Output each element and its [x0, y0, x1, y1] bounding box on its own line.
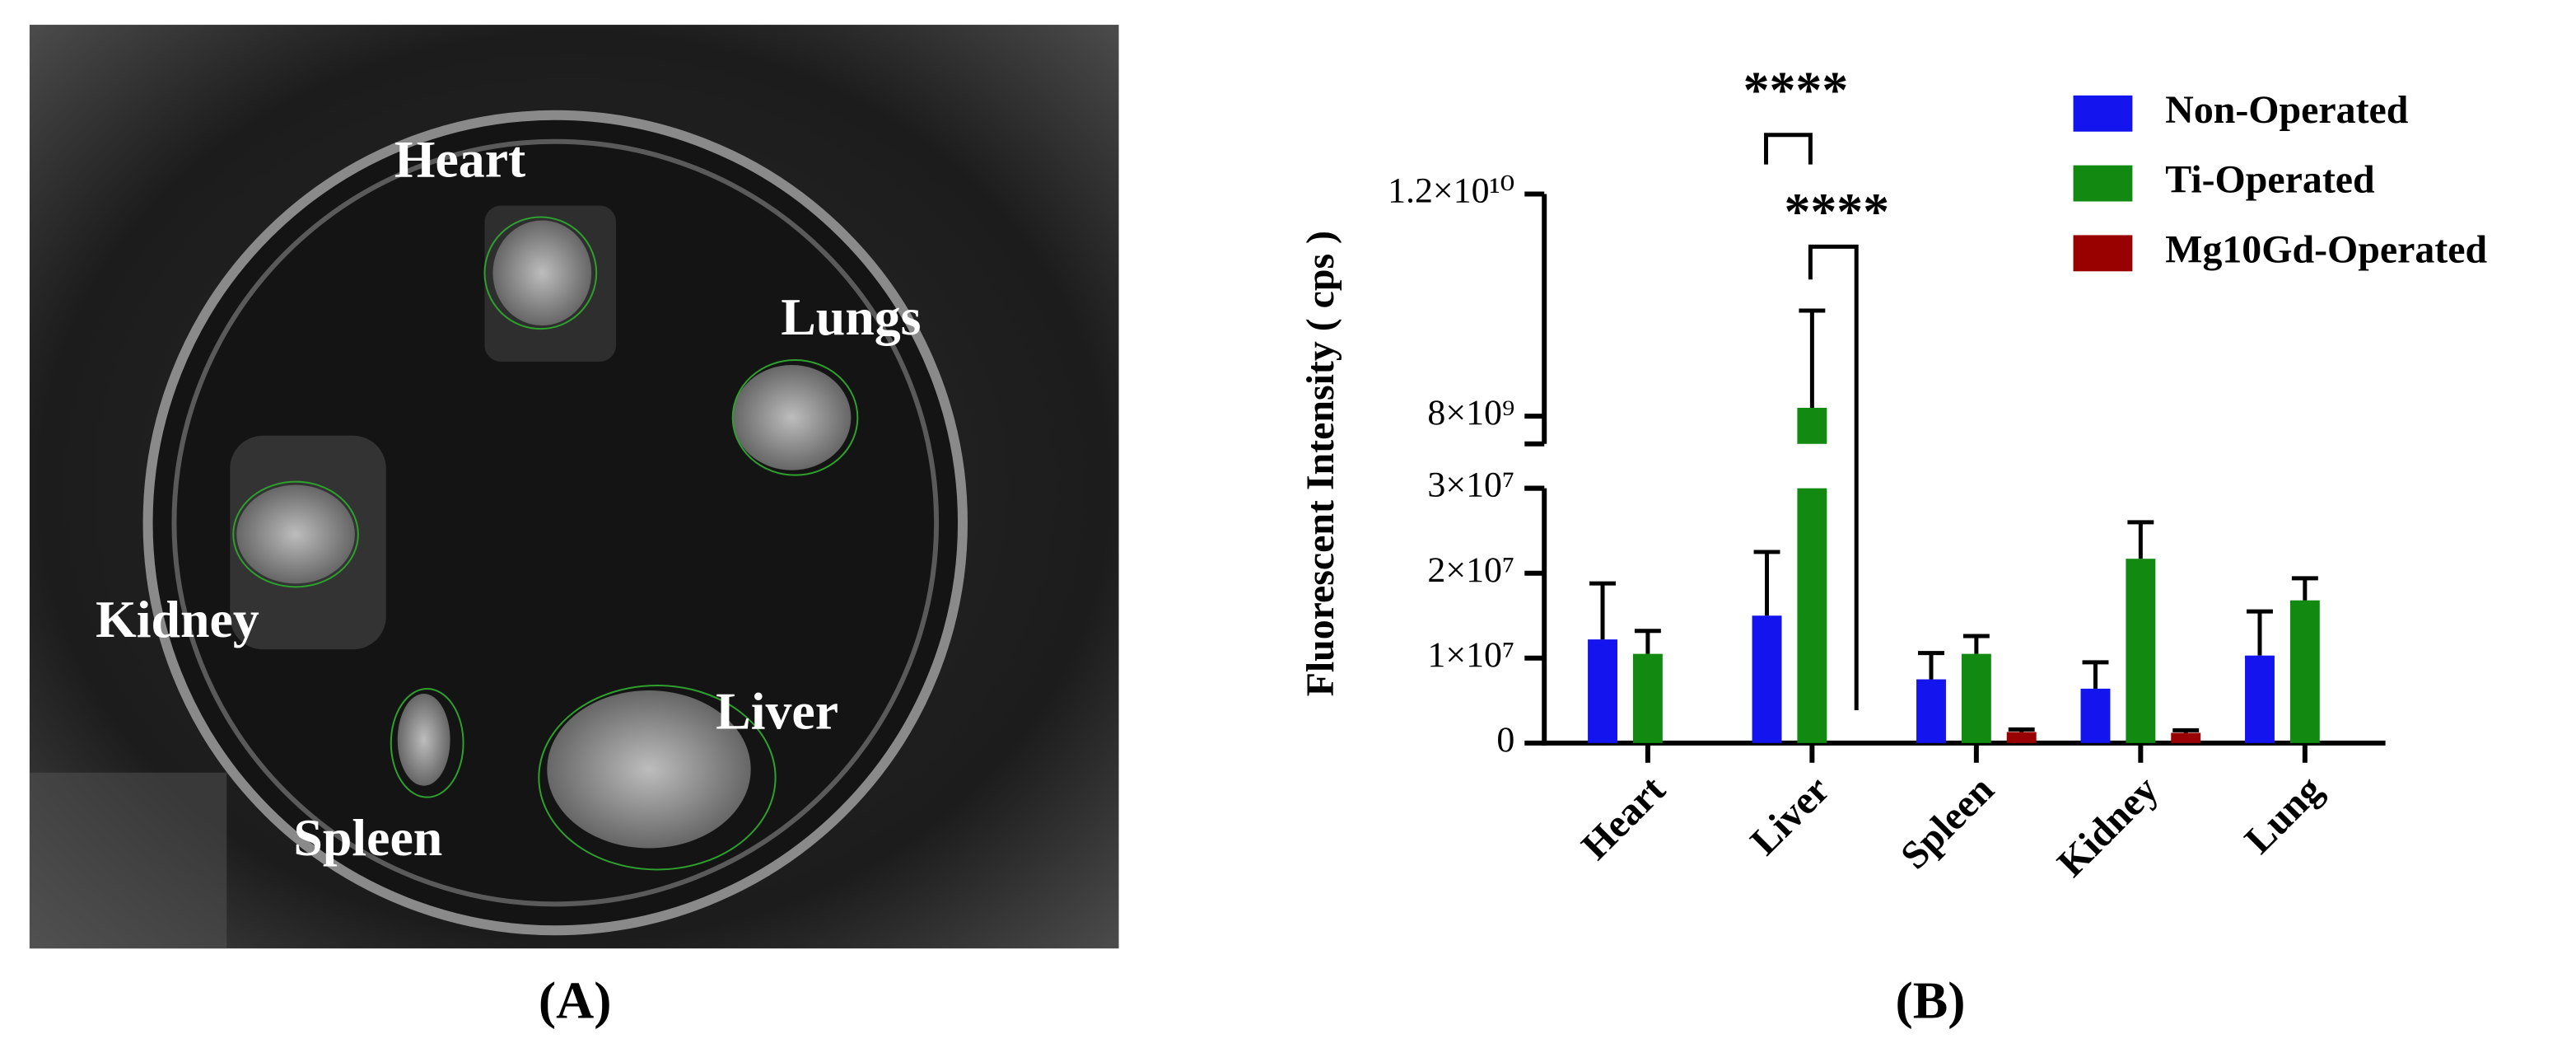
x-tick-label: Heart: [1573, 768, 1673, 868]
organ-label: Spleen: [293, 808, 442, 867]
spleen-organ: [397, 693, 450, 786]
petri-rim: [171, 138, 940, 907]
lungs-organ: [732, 365, 852, 470]
photo: Heart Lungs Kidney Spleen Liver: [29, 25, 1119, 949]
panel-label: (A): [539, 971, 612, 1030]
shadow: [29, 772, 227, 949]
heart-organ: [492, 220, 592, 326]
significance-bracket: [1808, 244, 1859, 710]
organ-label: Lungs: [781, 288, 921, 346]
x-tick-label: Kidney: [2049, 768, 2167, 886]
bar: [1916, 679, 1946, 743]
bar: [1961, 653, 1991, 743]
y-tick-label: 8×10⁹: [1427, 393, 1514, 433]
significance: ****: [1784, 182, 1889, 241]
organ-label: Heart: [394, 129, 525, 188]
x-tick-label: Lung: [2237, 768, 2331, 863]
panel-label: (B): [1895, 971, 1965, 1030]
bar: [1752, 615, 1782, 743]
bar: [1797, 407, 1827, 444]
roi: [538, 685, 777, 871]
bar: [1632, 653, 1663, 743]
bar: [2171, 732, 2201, 743]
legend-swatch: [2073, 95, 2133, 132]
kidney-organ: [236, 484, 355, 584]
significance: ****: [1743, 61, 1849, 119]
x-tick-label: Liver: [1742, 768, 1837, 863]
significance-bracket: [1764, 133, 1813, 165]
roi: [731, 359, 859, 476]
roi: [390, 688, 464, 798]
y-tick-label: 2×10⁷: [1427, 550, 1514, 590]
bar: [2126, 559, 2156, 743]
organ-label: Liver: [716, 682, 838, 741]
petri-dish: [142, 110, 968, 936]
roi: [483, 216, 598, 330]
legend-label: Ti-Operated: [2165, 158, 2375, 202]
y-tick-label: 0: [1496, 720, 1514, 760]
organ-label: Kidney: [96, 590, 259, 648]
bar: [2245, 655, 2275, 743]
y-tick-label: 3×10⁷: [1427, 466, 1514, 505]
y-axis-label: Fluorescent Intensity ( cps ): [1299, 231, 1342, 696]
x-tick-label: Spleen: [1892, 768, 2002, 877]
liver-organ: [547, 690, 751, 849]
roi: [232, 480, 359, 588]
legend-label: Mg10Gd-Operated: [2165, 227, 2487, 271]
legend-swatch: [2073, 165, 2133, 202]
bar: [2006, 732, 2037, 743]
legend-swatch: [2073, 235, 2133, 272]
bar: [1797, 488, 1827, 743]
y-tick-label: 1.2×10¹⁰: [1388, 171, 1514, 211]
bar: [1588, 639, 1617, 743]
y-tick-label: 1×10⁷: [1427, 635, 1514, 675]
legend-label: Non-Operated: [2165, 88, 2408, 132]
bar: [2289, 600, 2320, 743]
bar: [2080, 688, 2111, 743]
